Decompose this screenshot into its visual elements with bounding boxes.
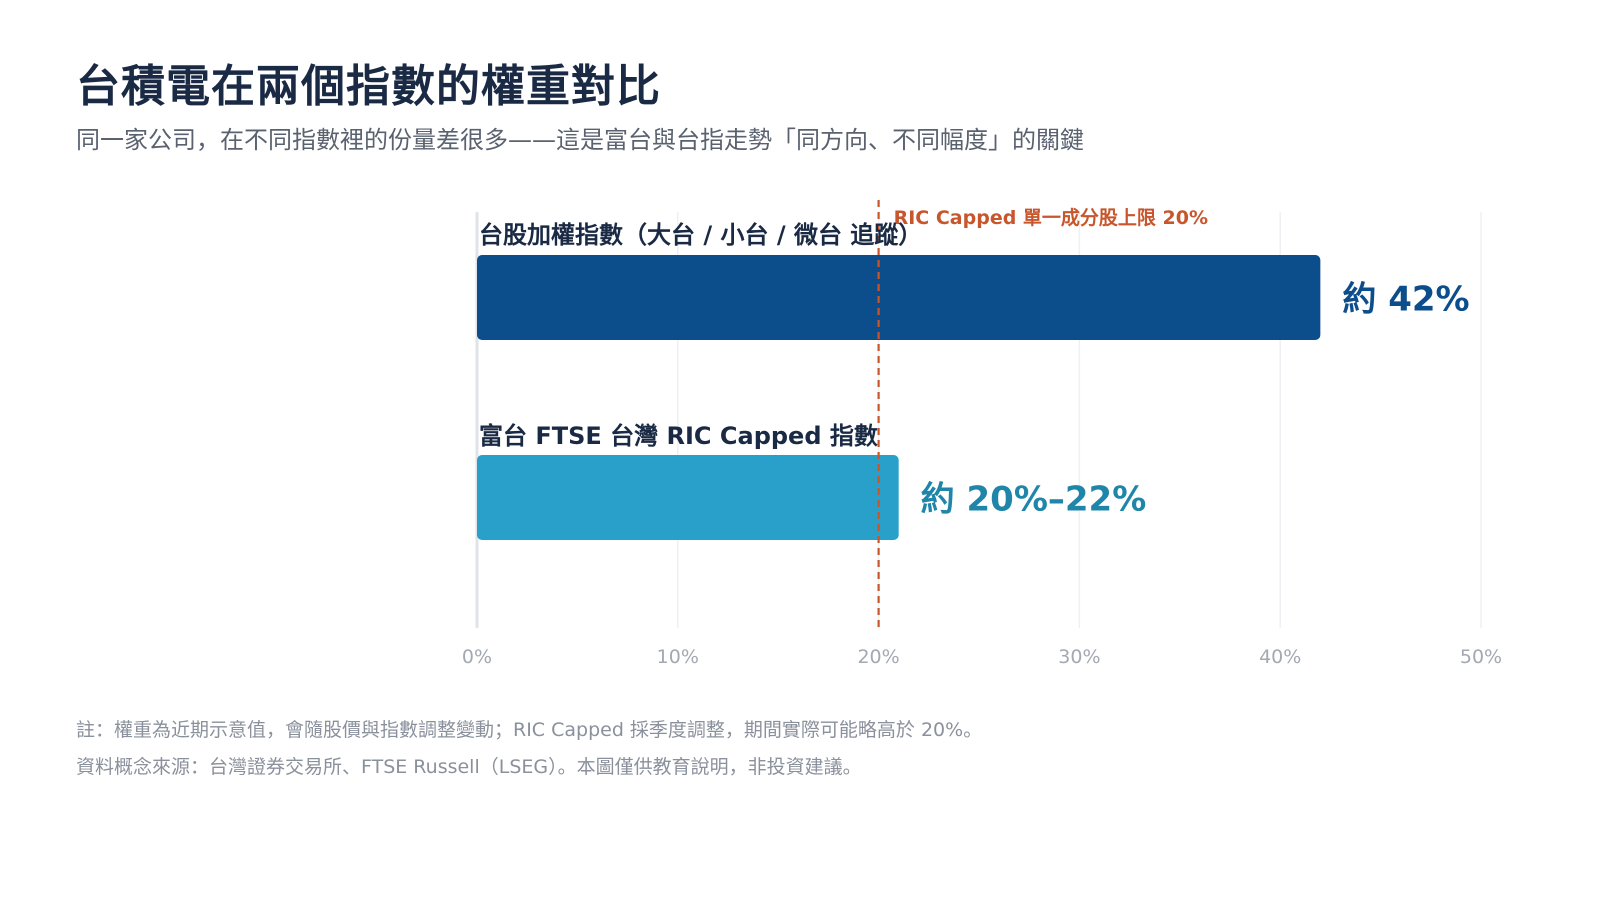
footnotes: 註：權重為近期示意值，會隨股價與指數調整變動；RIC Capped 採季度調整，… bbox=[76, 712, 982, 786]
x-tick-label: 20% bbox=[857, 646, 899, 668]
data-label: 約 42% bbox=[1342, 280, 1469, 320]
footnote-weight: 註：權重為近期示意值，會隨股價與指數調整變動；RIC Capped 採季度調整，… bbox=[76, 719, 983, 741]
x-tick-label: 0% bbox=[462, 646, 492, 668]
bar bbox=[477, 455, 899, 540]
weight-bar-chart: 0% 10% 20% 30% 40% 50% RIC Capped 單一成分股上限 20%台… bbox=[462, 200, 1502, 668]
footnote-source: 資料概念來源：台灣證券交易所、FTSE Russell（LSEG）。本圖僅供教育… bbox=[76, 756, 862, 778]
category-label: 台股加權指數（大台 / 小台 / 微台 追蹤） bbox=[479, 221, 922, 249]
x-tick-label: 30% bbox=[1058, 646, 1100, 668]
x-tick-label: 40% bbox=[1259, 646, 1301, 668]
x-tick-label: 10% bbox=[657, 646, 699, 668]
x-tick-label: 50% bbox=[1460, 646, 1502, 668]
bar bbox=[477, 255, 1321, 340]
category-label: 富台 FTSE 台灣 RIC Capped 指數 bbox=[479, 422, 878, 450]
chart-subtitle: 同一家公司，在不同指數裡的份量差很多——這是富台與台指走勢「同方向、不同幅度」的… bbox=[76, 126, 1084, 154]
chart-title: 台積電在兩個指數的權重對比 bbox=[76, 61, 661, 112]
data-label: 約 20%–22% bbox=[921, 480, 1147, 520]
reference-line-label: RIC Capped 單一成分股上限 20% bbox=[894, 206, 1208, 229]
